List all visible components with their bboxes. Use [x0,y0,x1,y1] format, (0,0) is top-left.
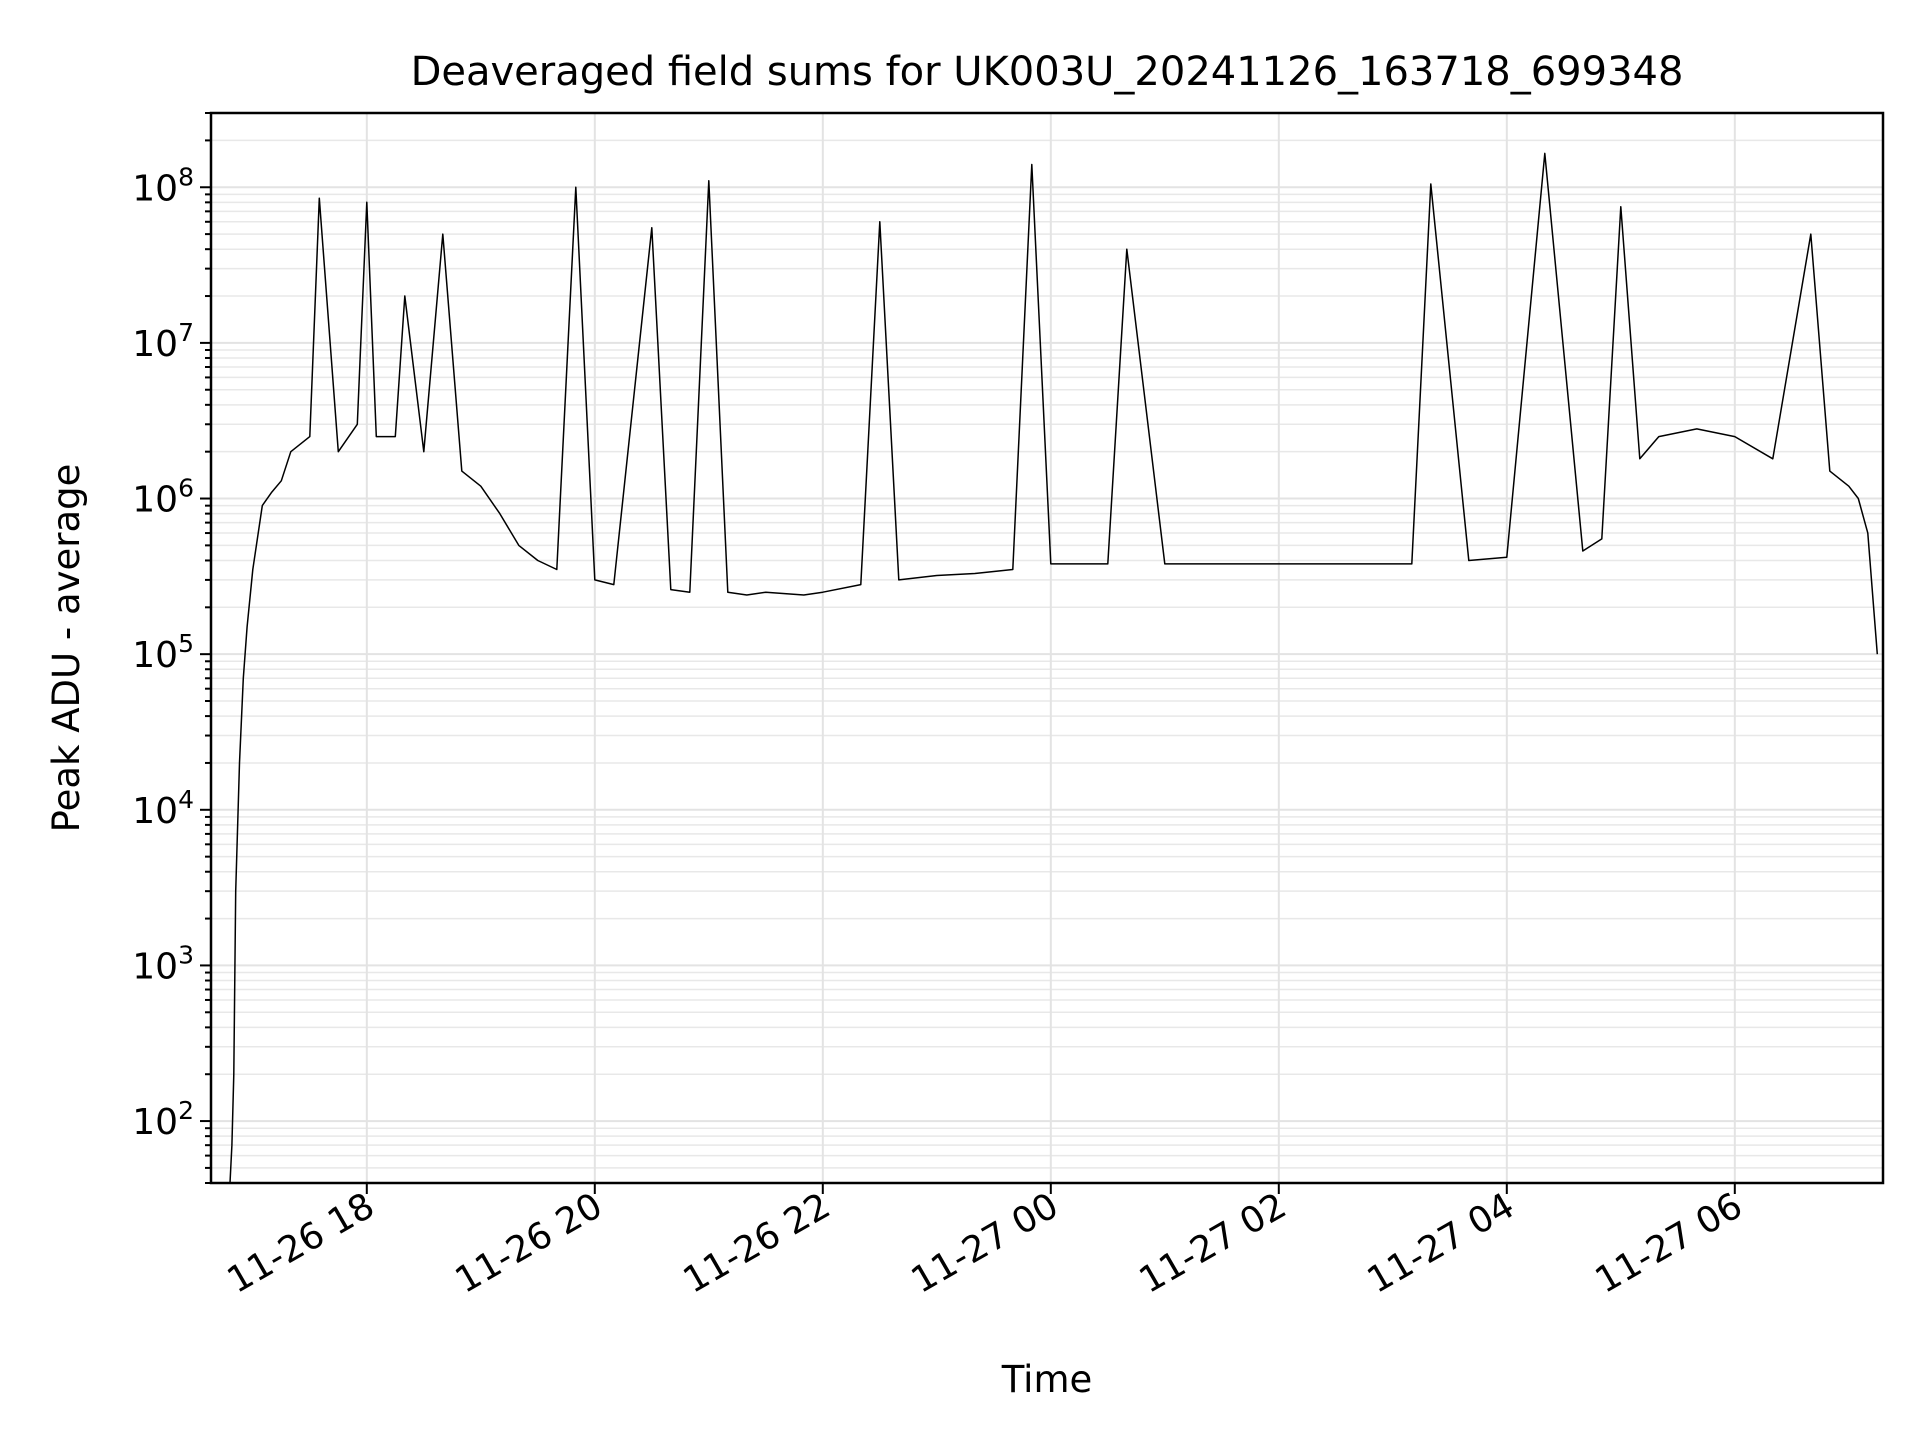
y-tick-label: 108 [132,162,194,209]
y-axis-label: Peak ADU - average [45,464,88,833]
y-tick-label: 102 [132,1096,194,1143]
chart-title: Deaveraged field sums for UK003U_2024112… [411,49,1684,95]
x-tick-label: 11-27 06 [1589,1185,1750,1301]
series-line [229,152,1879,1184]
x-tick-label: 11-26 20 [449,1185,610,1301]
y-tick-label: 106 [132,474,194,521]
x-tick-label: 11-26 22 [677,1185,838,1301]
x-tick-label: 11-27 00 [905,1185,1066,1301]
x-tick-label: 11-26 18 [221,1185,382,1301]
x-tick-label: 11-27 02 [1133,1185,1294,1301]
y-tick-label: 104 [132,785,194,832]
plot-frame [209,111,1885,1185]
x-axis-label: Time [1001,1358,1093,1401]
y-tick-label: 107 [132,318,194,365]
grid [211,112,1883,1184]
y-tick-label: 105 [132,629,194,676]
y-tick-label: 103 [132,940,194,987]
x-tick-label: 11-27 04 [1361,1185,1522,1301]
